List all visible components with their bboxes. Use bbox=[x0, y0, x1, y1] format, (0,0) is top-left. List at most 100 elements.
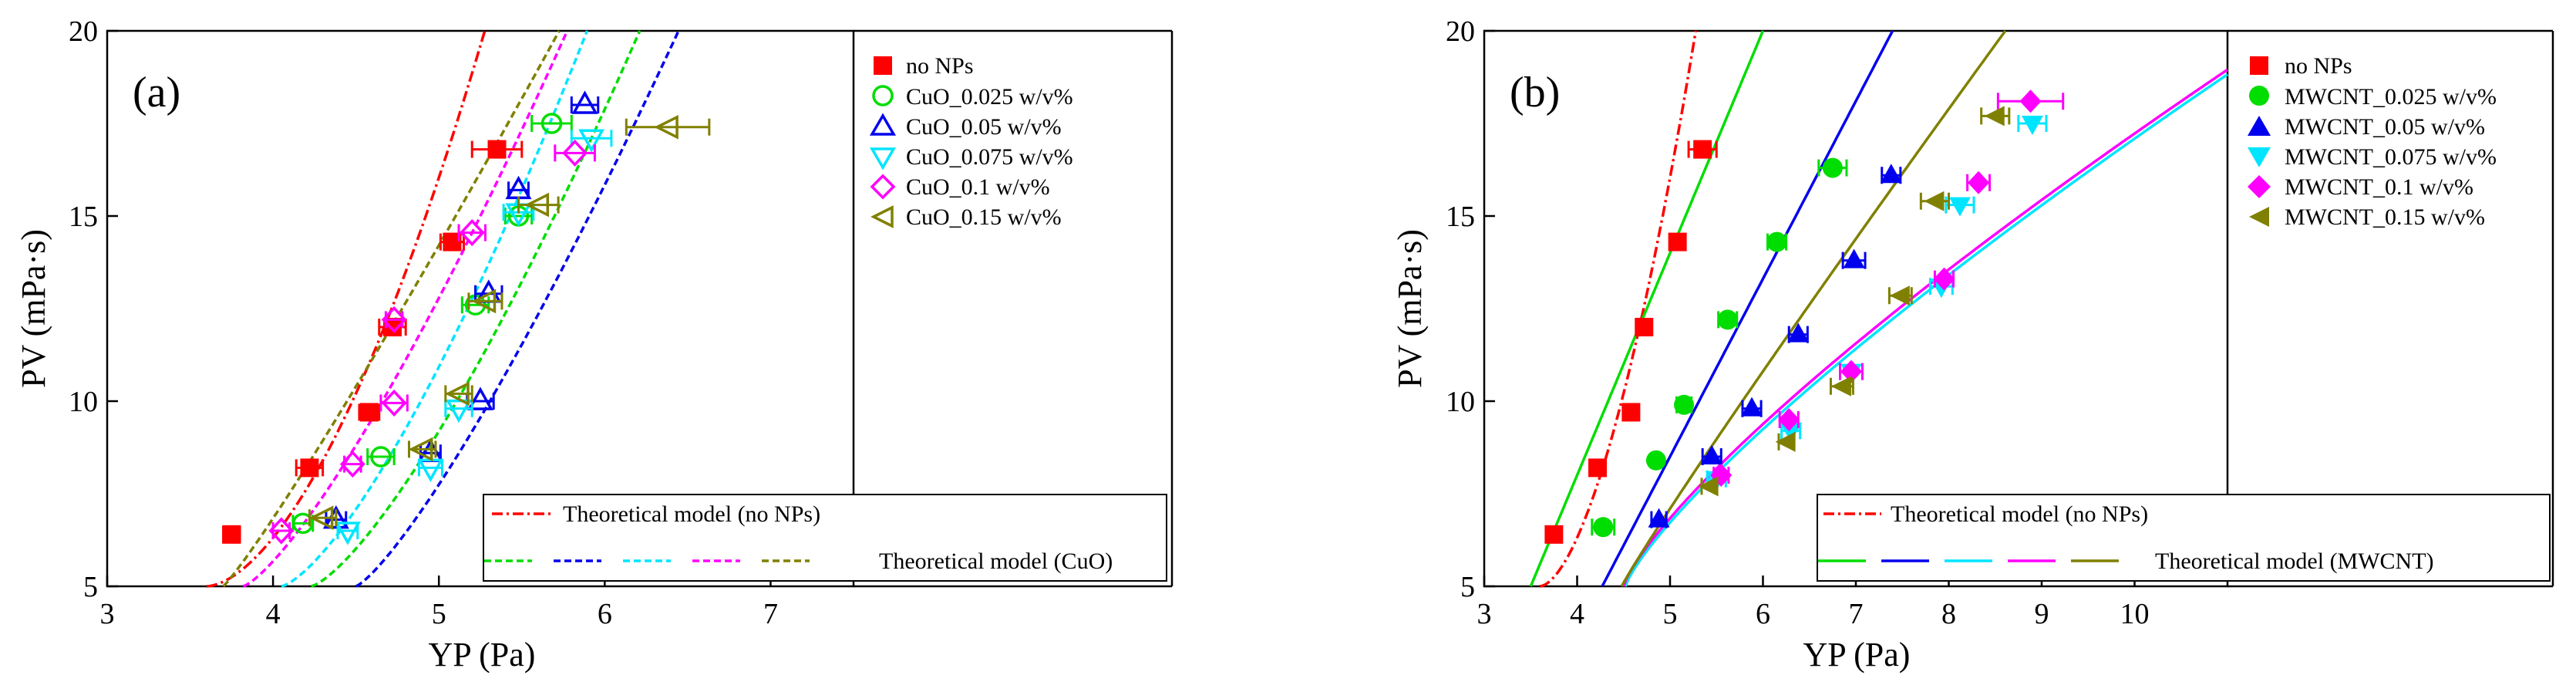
legend-b-item-4: MWCNT_0.1 w/v% bbox=[2248, 174, 2473, 200]
panel-a-errorbar-s4-p3 bbox=[384, 311, 404, 329]
panel-b-legend: no NPs MWCNT_0.025 w/v% MWCNT_0.05 w/v% … bbox=[2248, 53, 2497, 230]
panel-b: 3 4 5 6 7 8 9 10 5 10 15 20 (b) YP (Pa) PV (mPa·s)… bbox=[1391, 15, 2554, 673]
panel-b-y-ticks: 5 10 15 20 bbox=[1446, 15, 1495, 603]
legend-b-label-4: MWCNT_0.1 w/v% bbox=[2285, 174, 2473, 200]
panel-b-x-ticks: 3 4 5 6 7 8 9 10 bbox=[1477, 576, 2150, 630]
panel-b-point-s4-p3 bbox=[1933, 267, 1955, 291]
panel-b-model-curve-1 bbox=[1529, 30, 1765, 587]
panel-a-model-curve-2 bbox=[355, 30, 680, 588]
panel-a-point-s1-p0 bbox=[292, 512, 314, 535]
panel-a-model-legend-box bbox=[483, 494, 1167, 582]
panel-b-point-s1-p0 bbox=[1593, 517, 1614, 538]
panel-a-point-s5-p3 bbox=[471, 289, 497, 314]
legend-b-marker-0 bbox=[2250, 56, 2268, 75]
panel-b-point-s3-p4 bbox=[1948, 197, 1971, 217]
panel-a-point-s4-p0 bbox=[268, 517, 295, 545]
panel-b-point-s3-p5 bbox=[2021, 116, 2043, 135]
panel-b-point-s1-p1 bbox=[1645, 450, 1666, 471]
panel-b-point-s2-p1 bbox=[1701, 445, 1723, 464]
panel-b-model-legend-box bbox=[1817, 494, 2551, 582]
panel-a-errorbar-s4-p0 bbox=[271, 522, 291, 539]
panel-b-point-s0-p5 bbox=[1693, 140, 1712, 159]
legend-a-item-5: CuO_0.15 w/v% bbox=[870, 204, 1062, 230]
panel-b-model-curve-4 bbox=[1622, 68, 2228, 587]
legend-b-item-3: MWCNT_0.075 w/v% bbox=[2248, 144, 2497, 170]
panel-a-point-s5-p1 bbox=[408, 437, 433, 462]
panel-a-point-s0-p3 bbox=[382, 318, 402, 336]
panel-b-x-tick-label: 10 bbox=[2120, 598, 2150, 630]
panel-a-point-s5-p4 bbox=[524, 192, 550, 218]
legend-a-marker-1 bbox=[872, 85, 894, 106]
legend-b-label-1: MWCNT_0.025 w/v% bbox=[2285, 84, 2497, 110]
panel-a-y-ticks: 5 10 15 20 bbox=[69, 15, 118, 603]
panel-b-y-tick-label: 5 bbox=[1460, 571, 1475, 603]
panel-a-point-s5-p5 bbox=[654, 114, 679, 140]
legend-a-label-3: CuO_0.075 w/v% bbox=[906, 144, 1073, 170]
panel-b-point-s0-p3 bbox=[1635, 318, 1654, 336]
panel-a-errorbar-s4-p2 bbox=[379, 394, 409, 412]
panel-b-point-s1-p4 bbox=[1766, 231, 1787, 252]
panel-b-model-curves bbox=[1529, 29, 2228, 588]
panel-a-point-s4-p2 bbox=[381, 389, 407, 417]
panel-b-point-s5-p1 bbox=[1775, 431, 1796, 452]
panel-b-x-tick-label: 3 bbox=[1477, 598, 1492, 630]
panel-b-point-s4-p5 bbox=[2019, 89, 2042, 113]
panel-b-y-tick-label: 10 bbox=[1446, 386, 1475, 418]
legend-a-marker-0 bbox=[874, 56, 892, 75]
panel-a-model-curve-3 bbox=[281, 30, 589, 588]
panel-b-point-s0-p0 bbox=[1544, 525, 1564, 544]
panel-b-point-s3-p1 bbox=[1780, 423, 1802, 443]
legend-b-marker-4 bbox=[2248, 175, 2271, 198]
panel-a-y-axis-label: PV (mPa·s) bbox=[15, 229, 52, 388]
panel-a-point-s4-p1 bbox=[339, 451, 365, 478]
legend-a-item-3: CuO_0.075 w/v% bbox=[869, 144, 1073, 170]
panel-b-point-s1-p3 bbox=[1717, 309, 1738, 330]
panel-a-errorbar-s3-p2 bbox=[444, 400, 473, 417]
panel-b-label: (b) bbox=[1510, 69, 1560, 116]
legend-a-label-5: CuO_0.15 w/v% bbox=[906, 204, 1062, 230]
panel-a-x-tick-label: 3 bbox=[100, 598, 115, 630]
panel-b-point-s5-p2 bbox=[1830, 376, 1851, 397]
panel-a-x-ticks: 3 4 5 6 7 bbox=[100, 576, 778, 630]
panel-a-legend: no NPs CuO_0.025 w/v% CuO_0.05 w/v% CuO_… bbox=[869, 53, 1073, 230]
legend-a-label-1: CuO_0.025 w/v% bbox=[906, 84, 1073, 110]
panel-a-point-s3-p2 bbox=[446, 399, 473, 424]
panel-a-x-tick-label: 5 bbox=[432, 598, 446, 630]
panel-a-errorbar-s2-p5 bbox=[570, 96, 600, 113]
legend-b-label-5: MWCNT_0.15 w/v% bbox=[2285, 204, 2485, 230]
panel-b-x-tick-label: 7 bbox=[1849, 598, 1864, 630]
panel-b-point-s2-p2 bbox=[1741, 397, 1763, 417]
panel-a-model-curve-0 bbox=[206, 30, 487, 588]
panel-a-point-s5-p0 bbox=[308, 505, 334, 531]
panel-b-x-tick-label: 9 bbox=[2035, 598, 2049, 630]
panel-b-point-s5-p0 bbox=[1698, 476, 1719, 497]
panel-b-point-s5-p4 bbox=[1924, 191, 1945, 211]
panel-a-model-legend: Theoretical model (no NPs) Theoretical m… bbox=[483, 494, 1167, 582]
panel-a-point-s4-p4 bbox=[459, 219, 485, 247]
panel-b-point-s4-p1 bbox=[1778, 408, 1800, 431]
panel-a-data-points bbox=[222, 90, 711, 545]
panel-b-model-curve-5 bbox=[1620, 29, 2007, 587]
panel-a-point-s0-p5 bbox=[487, 140, 507, 159]
panel-b-y-tick-label: 20 bbox=[1446, 15, 1475, 48]
panel-b-model-curve-0 bbox=[1539, 30, 1698, 588]
panel-a-x-tick-label: 4 bbox=[266, 598, 281, 630]
panel-a-point-s3-p4 bbox=[578, 129, 605, 153]
panel-b-point-s2-p3 bbox=[1787, 322, 1810, 343]
legend-a-item-0: no NPs bbox=[874, 53, 974, 79]
legend-b-item-1: MWCNT_0.025 w/v% bbox=[2249, 84, 2497, 110]
legend-b-marker-1 bbox=[2249, 86, 2269, 106]
legend-b-label-3: MWCNT_0.075 w/v% bbox=[2285, 144, 2497, 170]
panel-b-point-s1-p5 bbox=[1822, 157, 1843, 178]
panel-a-point-s4-p3 bbox=[381, 305, 407, 333]
panel-b-x-tick-label: 6 bbox=[1756, 598, 1770, 630]
panel-b-x-tick-label: 4 bbox=[1570, 598, 1584, 630]
legend-b-marker-5 bbox=[2249, 207, 2269, 227]
legend-b-model-label-1: Theoretical model (MWCNT) bbox=[2155, 549, 2434, 574]
panel-b-x-axis-label: YP (Pa) bbox=[1803, 636, 1911, 673]
legend-a-marker-3 bbox=[869, 147, 897, 170]
legend-b-marker-2 bbox=[2248, 116, 2271, 136]
panel-b-point-s1-p2 bbox=[1674, 394, 1695, 415]
